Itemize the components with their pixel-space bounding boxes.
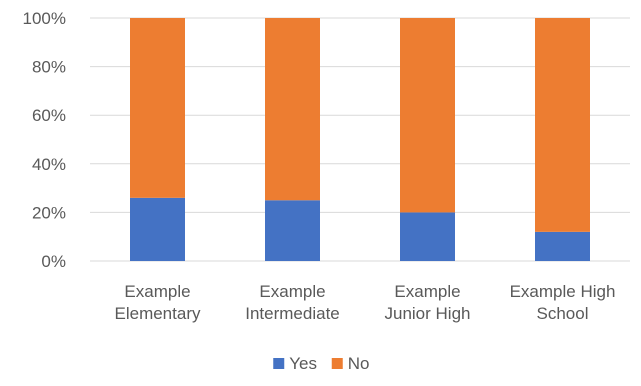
x-category-label: Example Junior High [385,282,471,323]
legend: Yes No [273,354,369,373]
y-tick-label: 0% [41,252,66,271]
legend-label-yes: Yes [289,354,317,373]
y-tick-label: 40% [32,155,66,174]
bar-segment-no [265,18,320,201]
x-category-label: Example High School [510,282,616,323]
y-tick-label: 20% [32,203,66,222]
y-axis: 0% 20% 40% 60% 80% 100% [23,9,66,271]
legend-label-no: No [348,354,370,373]
x-category-label: Example Elementary [115,282,201,323]
y-tick-label: 60% [32,106,66,125]
legend-swatch-no [331,358,343,369]
bar-segment-yes [130,197,185,261]
y-tick-label: 80% [32,58,66,77]
x-axis: Example Elementary Example Intermediate Exam… [115,282,616,323]
bar-segment-yes [400,212,455,261]
bar-segment-no [400,18,455,213]
legend-swatch-yes [273,358,285,369]
bar-segment-no [130,18,185,198]
bars [130,18,590,261]
y-tick-label: 100% [23,9,66,28]
bar-segment-yes [265,200,320,261]
bar-segment-no [535,18,590,232]
bar-segment-yes [535,231,590,261]
x-category-label: Example Intermediate [245,282,340,323]
